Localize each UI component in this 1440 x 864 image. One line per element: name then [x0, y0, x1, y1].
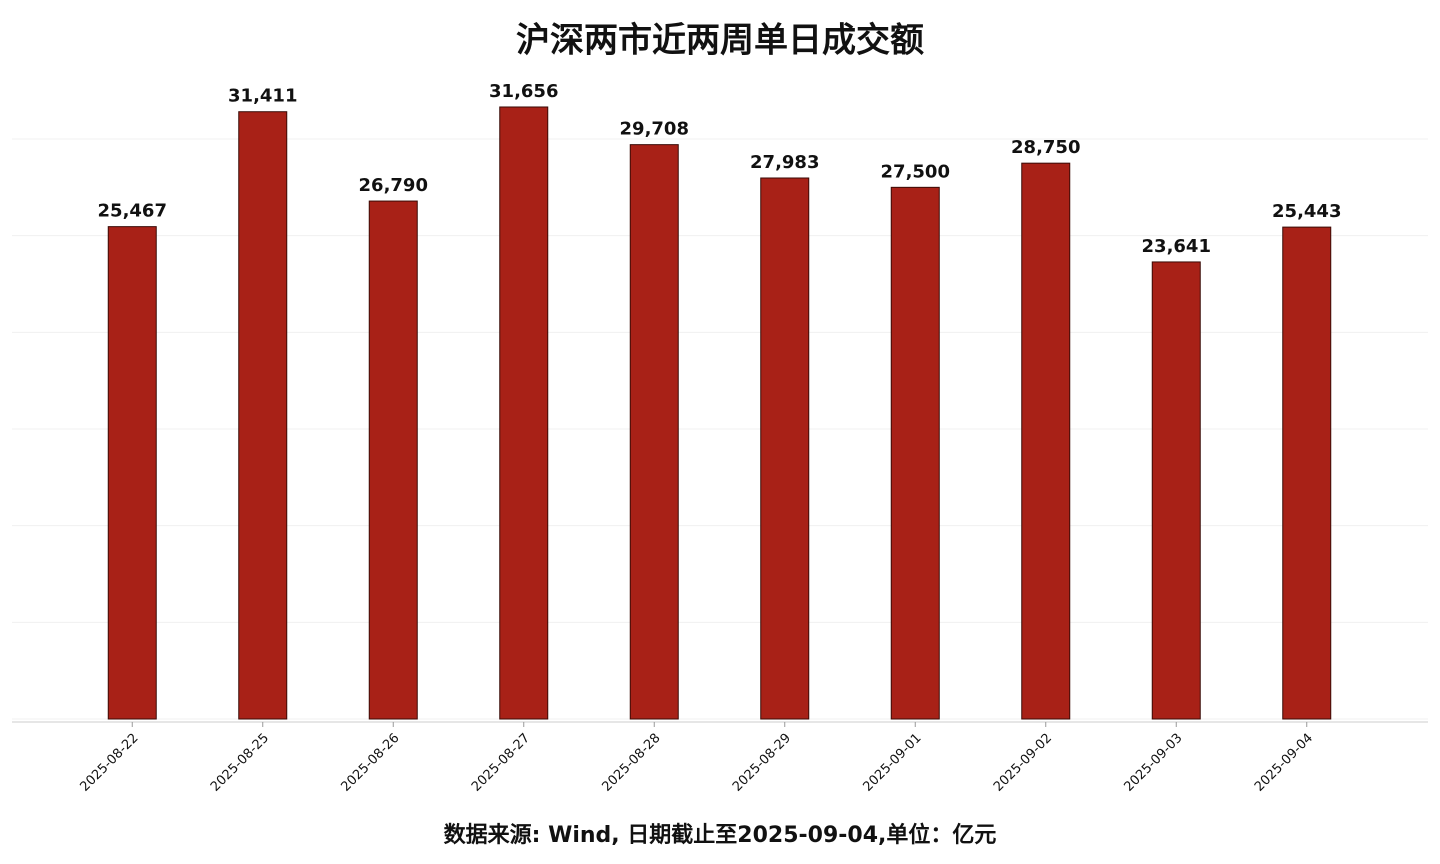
x-tick-label: 2025-09-01 — [861, 731, 925, 795]
x-tick-label: 2025-08-25 — [208, 731, 272, 795]
x-tick-label: 2025-09-03 — [1122, 731, 1186, 795]
x-tick-label: 2025-08-29 — [730, 731, 794, 795]
value-label: 27,500 — [881, 161, 950, 182]
x-tick-label: 2025-08-28 — [600, 731, 664, 795]
x-tick-label: 2025-08-22 — [78, 731, 142, 795]
bar — [1021, 162, 1071, 720]
chart-title: 沪深两市近两周单日成交额 — [516, 21, 924, 61]
value-label: 31,411 — [228, 86, 297, 107]
value-label: 27,983 — [750, 152, 819, 173]
bar — [238, 111, 288, 720]
caption: 数据来源: Wind, 日期截止至2025-09-04,单位：亿元 — [444, 822, 997, 848]
bar — [890, 186, 940, 720]
value-label: 25,443 — [1272, 201, 1341, 222]
x-tick-label: 2025-09-02 — [991, 731, 1055, 795]
bar — [107, 226, 157, 720]
bar — [1282, 226, 1332, 720]
value-label: 25,467 — [98, 201, 167, 222]
bar — [629, 144, 679, 720]
value-label: 23,641 — [1142, 236, 1211, 257]
value-label: 29,708 — [620, 119, 689, 140]
value-label: 31,656 — [489, 81, 558, 102]
bar — [1151, 261, 1201, 720]
x-tick-label: 2025-08-26 — [339, 731, 403, 795]
value-label: 28,750 — [1011, 137, 1080, 158]
bar — [368, 200, 418, 720]
bar — [760, 177, 810, 720]
bar — [499, 106, 549, 720]
x-tick-label: 2025-09-04 — [1252, 731, 1316, 795]
value-label: 26,790 — [359, 175, 428, 196]
x-tick-label: 2025-08-27 — [469, 731, 533, 795]
